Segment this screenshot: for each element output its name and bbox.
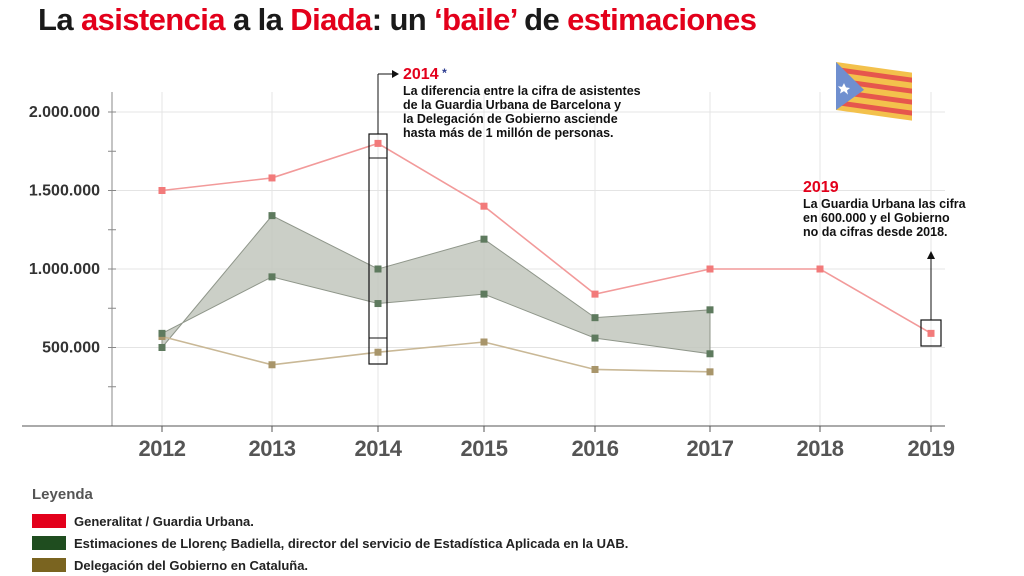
callout-boxes: [368, 70, 942, 365]
guardia-urbana-point: [927, 329, 935, 337]
uab-max-point: [480, 235, 488, 243]
catalan-flag-icon: [836, 62, 912, 121]
y-tick-label: 2.000.000: [29, 104, 100, 121]
guardia-urbana-point: [480, 202, 488, 210]
x-tick-label: 2018: [797, 436, 844, 461]
uab-estimate-band: [161, 214, 711, 355]
legend-item: Generalitat / Guardia Urbana.: [32, 510, 628, 532]
legend-title: Leyenda: [32, 486, 93, 503]
x-tick-label: 2012: [139, 436, 186, 461]
arrow-up-icon: [927, 251, 935, 259]
uab-max-point: [268, 212, 276, 220]
uab-min-point: [591, 334, 599, 342]
y-tick-label: 500.000: [42, 340, 100, 357]
x-tick-label: 2016: [572, 436, 619, 461]
guardia-urbana-point: [816, 265, 824, 273]
series-line: [161, 335, 711, 373]
x-tick-label: 2015: [461, 436, 508, 461]
delegacion-point: [591, 365, 599, 373]
uab-max-point: [706, 306, 714, 314]
legend-swatch: [32, 536, 66, 550]
uab-min-point: [480, 290, 488, 298]
uab-min-point: [268, 273, 276, 281]
annotation-2014: 2014 * La diferencia entre la cifra de a…: [403, 66, 641, 140]
uab-max-point: [374, 265, 382, 273]
guardia-urbana-point: [158, 187, 166, 194]
y-tick-label: 1.000.000: [29, 261, 100, 278]
delegacion-point: [374, 348, 382, 356]
axes: 500.000 1.000.000 1.500.000 2.000.000 2012 20…: [22, 92, 955, 461]
legend-item: Delegación del Gobierno en Cataluña.: [32, 554, 628, 576]
uab-min-point: [374, 300, 382, 308]
legend-swatch: [32, 514, 66, 528]
page-title: La asistencia a la Diada: un ‘baile’ de …: [38, 2, 757, 37]
x-tick-label: 2014: [355, 436, 403, 461]
series-markers: [158, 139, 935, 376]
uab-max-point: [158, 344, 166, 351]
uab-max-point: [591, 314, 599, 322]
legend-swatch: [32, 558, 66, 572]
guardia-urbana-point: [591, 290, 599, 298]
y-tick-label: 1.500.000: [29, 183, 100, 200]
x-tick-label: 2017: [687, 436, 734, 461]
x-tick-label: 2013: [249, 436, 296, 461]
legend-item: Estimaciones de Llorenç Badiella, direct…: [32, 532, 628, 554]
uab-min-point: [158, 329, 166, 337]
guardia-urbana-point: [706, 265, 714, 273]
annotation-2019: 2019 La Guardia Urbana las cifra en 600.…: [803, 179, 966, 239]
uab-min-point: [706, 350, 714, 358]
uab-band-area: [161, 214, 711, 355]
legend: Leyenda Generalitat / Guardia Urbana. Es…: [32, 486, 628, 576]
series-line: [161, 142, 932, 335]
series-lines: [161, 142, 932, 373]
delegacion-point: [706, 368, 714, 376]
x-tick-label: 2019: [908, 436, 955, 461]
arrow-right-icon: [392, 70, 399, 78]
guardia-urbana-point: [268, 174, 276, 182]
guardia-urbana-point: [374, 139, 382, 147]
delegacion-point: [268, 361, 276, 369]
delegacion-point: [480, 338, 488, 346]
